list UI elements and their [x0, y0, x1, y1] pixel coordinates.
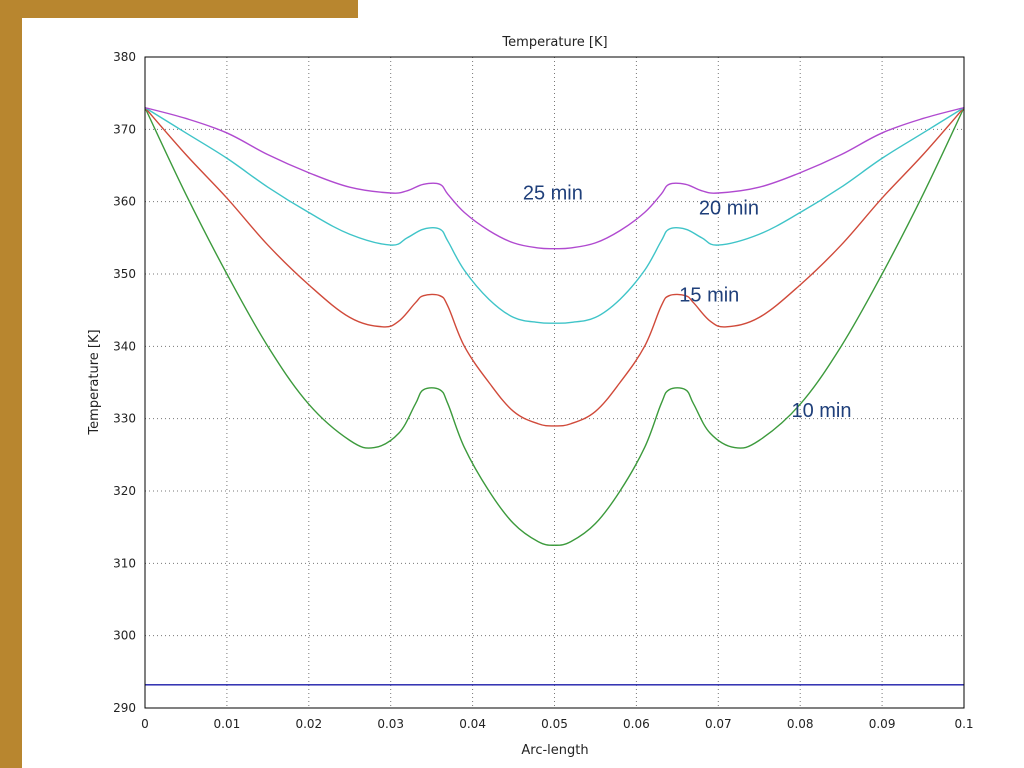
series-group: [144, 106, 965, 686]
y-tick-label: 330: [113, 412, 136, 426]
chart-title: Temperature [K]: [501, 35, 607, 50]
curve-label: 25 min: [523, 182, 583, 204]
x-tick-label: 0.08: [787, 717, 814, 731]
x-tick-label: 0.04: [459, 717, 486, 731]
x-axis-title: Arc-length: [521, 743, 588, 758]
x-tick-label: 0: [141, 717, 149, 731]
series-line-15-min: [144, 107, 965, 427]
y-tick-label: 310: [113, 556, 136, 570]
x-tick-label: 0.05: [541, 717, 568, 731]
series-line-20-min: [144, 107, 965, 324]
curve-label: 10 min: [791, 400, 851, 422]
y-tick-label: 380: [113, 50, 136, 64]
accent-bar-left: [0, 0, 22, 768]
series-line-10-min: [144, 107, 965, 546]
curve-annotations: 25 min 20 min 15 min 10 min: [523, 182, 852, 422]
y-tick-label: 350: [113, 267, 136, 281]
y-tick-label: 290: [113, 701, 136, 715]
grid: [145, 57, 964, 708]
x-tick-label: 0.1: [954, 717, 973, 731]
x-tick-label: 0.06: [623, 717, 650, 731]
y-tick-label: 360: [113, 195, 136, 209]
y-axis-title: Temperature [K]: [87, 329, 102, 435]
curve-label: 20 min: [699, 198, 759, 220]
plot-frame: [144, 56, 965, 709]
y-tick-label: 370: [113, 122, 136, 136]
x-tick-label: 0.07: [705, 717, 732, 731]
y-tick-label: 340: [113, 339, 136, 353]
y-tick-label: 320: [113, 484, 136, 498]
tick-labels: 0 0.01 0.02 0.03 0.04 0.05 0.06 0.07 0.08 0.09 0.1…: [113, 50, 973, 731]
curve-label: 15 min: [679, 284, 739, 306]
x-tick-label: 0.02: [295, 717, 322, 731]
series-line-25-min: [144, 106, 965, 250]
x-tick-label: 0.01: [214, 717, 241, 731]
x-tick-label: 0.09: [869, 717, 896, 731]
x-tick-label: 0.03: [377, 717, 404, 731]
y-tick-label: 300: [113, 629, 136, 643]
accent-bar-top: [0, 0, 358, 18]
